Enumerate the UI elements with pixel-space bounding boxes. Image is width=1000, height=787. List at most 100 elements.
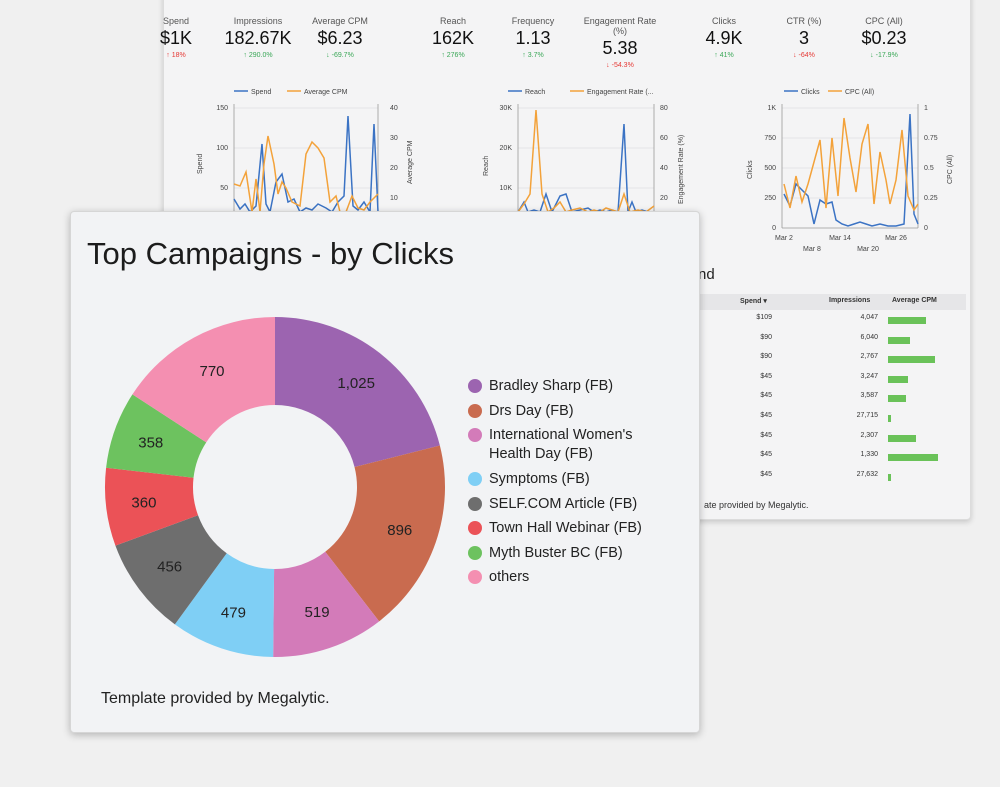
donut-slice-2[interactable] [273,551,380,657]
chart3-ytick-3: 500 [764,165,776,172]
table-header-row: Spend ▾ Impressions Average CPM [698,294,966,310]
slice-value-label-6: 358 [138,434,163,451]
cell-spend: $45 [760,372,772,380]
cell-spend: $45 [760,412,772,419]
table-row: $90 2,767 [698,353,968,372]
chart3-xtick-3: Mar 26 [885,235,907,242]
cell-spend: $109 [756,314,772,321]
legend-item-1[interactable]: Drs Day (FB) [468,402,642,427]
metric-label: Average CPM [312,16,368,26]
metric-value: $6.23 [317,28,363,48]
cell-impressions: 2,767 [860,353,878,361]
table-row: $45 3,587 [698,392,968,411]
template-footer: Template provided by Megalytic. [101,690,330,707]
table-row: $109 4,047 [698,314,968,333]
table-title-fragment: nd [698,266,715,283]
metric-change: ↑ 276% [441,52,465,59]
donut-slice-1[interactable] [325,445,445,622]
legend-item-2[interactable]: International Women's Health Day (FB) [468,426,642,470]
chart1-left-label: Spend [197,154,204,174]
cell-impressions: 1,330 [860,451,878,459]
legend-item-5[interactable]: Town Hall Webinar (FB) [468,519,642,544]
legend-text: Town Hall Webinar (FB) [489,520,642,536]
donut-slice-6[interactable] [106,394,207,478]
metric-value: $0.23 [861,28,907,48]
legend-text: Drs Day (FB) [489,402,574,419]
chart3-rtick-2: 0.75 [924,135,938,142]
reach-engagement-chart: Reach Engagement Rate (... 30K 20K 10K 8… [483,89,685,214]
donut-slice-4[interactable] [115,515,227,625]
table-header-impressions[interactable]: Impressions [829,297,871,304]
legend-item-4[interactable]: SELF.COM Article (FB) [468,495,642,520]
donut-slice-0[interactable] [275,317,440,467]
metric-value: 4.9K [705,28,743,48]
chart1-ytick-1: 150 [216,105,228,112]
chart3-rtick-5: 0 [924,225,928,232]
metric-value: 3 [798,28,809,48]
chart3-rtick-3: 0.5 [924,165,934,172]
donut-slice-3[interactable] [174,553,275,657]
cell-impressions: 3,247 [860,372,878,380]
table-row: $45 27,715 [698,412,968,431]
metric-label: Impressions [233,16,283,26]
metric-0: Spend $1K ↑ 18% [136,16,216,59]
chart3-right-label: CPC (All) [947,155,954,184]
table-row: $45 3,247 [698,373,968,392]
chart1-legend-2: Average CPM [304,89,348,96]
change-arrow-icon: ↓ [606,62,610,69]
change-arrow-icon: ↑ [243,52,247,59]
legend-text: others [489,569,530,585]
chart3-clicks-line [783,113,919,227]
change-arrow-icon: ↓ [870,52,874,59]
legend-item-0[interactable]: Bradley Sharp (FB) [468,377,642,402]
metric-6: Clicks 4.9K ↑ 41% [684,16,764,59]
chart-title: Top Campaigns - by Clicks [87,236,454,271]
chart3-ytick-1: 1K [767,105,776,112]
metric-value: 182.67K [224,28,292,48]
table-header-spend[interactable]: Spend ▾ [740,298,767,305]
table-footer-fragment: ate provided by Megalytic. [704,500,809,510]
cpm-bar [888,375,908,383]
donut-slice-7[interactable] [132,317,275,443]
cell-spend: $90 [760,353,772,361]
slice-value-label-2: 519 [305,604,330,621]
chart3-xtick-2: Mar 14 [829,235,851,242]
change-arrow-icon: ↑ [522,52,526,59]
chart3-xtick-5: Mar 20 [857,246,879,253]
metric-change: ↓ -69.7% [326,52,354,59]
metric-label: CPC (All) [865,16,903,26]
cell-spend: $45 [760,470,772,478]
donut-slice-5[interactable] [105,467,199,546]
chart1-ytick-3: 50 [220,185,228,192]
cpm-bar [888,356,935,364]
slice-value-label-3: 479 [221,604,246,621]
metric-value: 1.13 [515,28,551,48]
cell-spend: $45 [760,431,772,439]
metric-3: Reach 162K ↑ 276% [413,16,493,59]
metric-2: Average CPM $6.23 ↓ -69.7% [300,16,380,59]
cpm-bar [888,395,906,403]
donut-chart: 1,025 896 519 479 456 360 358 770 [105,317,445,657]
legend-item-7[interactable]: others [468,568,642,593]
chart1-rtick-2: 30 [390,135,398,142]
chart1-ytick-2: 100 [216,145,228,152]
chart1-legend-1: Spend [251,89,271,96]
chart2-rtick-3: 40 [660,165,668,172]
chart3-ytick-4: 250 [764,195,776,202]
slice-value-label-5: 360 [131,495,156,512]
table-header-avg-cpm[interactable]: Average CPM [892,297,937,304]
legend-swatch-icon [468,472,482,486]
table-row: $45 27,632 [698,471,968,490]
legend-item-3[interactable]: Symptoms (FB) [468,470,642,495]
metric-label: Frequency [511,16,555,26]
change-arrow-icon: ↓ [326,52,330,59]
slice-value-label-0: 1,025 [337,375,375,392]
legend-item-6[interactable]: Myth Buster BC (FB) [468,544,642,569]
chart3-rtick-1: 1 [924,105,928,112]
chart3-rtick-4: 0.25 [924,195,938,202]
cell-spend: $45 [760,451,772,459]
chart3-ytick-5: 0 [772,225,776,232]
metric-change: ↓ -64% [793,52,815,59]
metric-label: Reach [439,16,466,26]
metric-label: Spend [162,16,190,26]
